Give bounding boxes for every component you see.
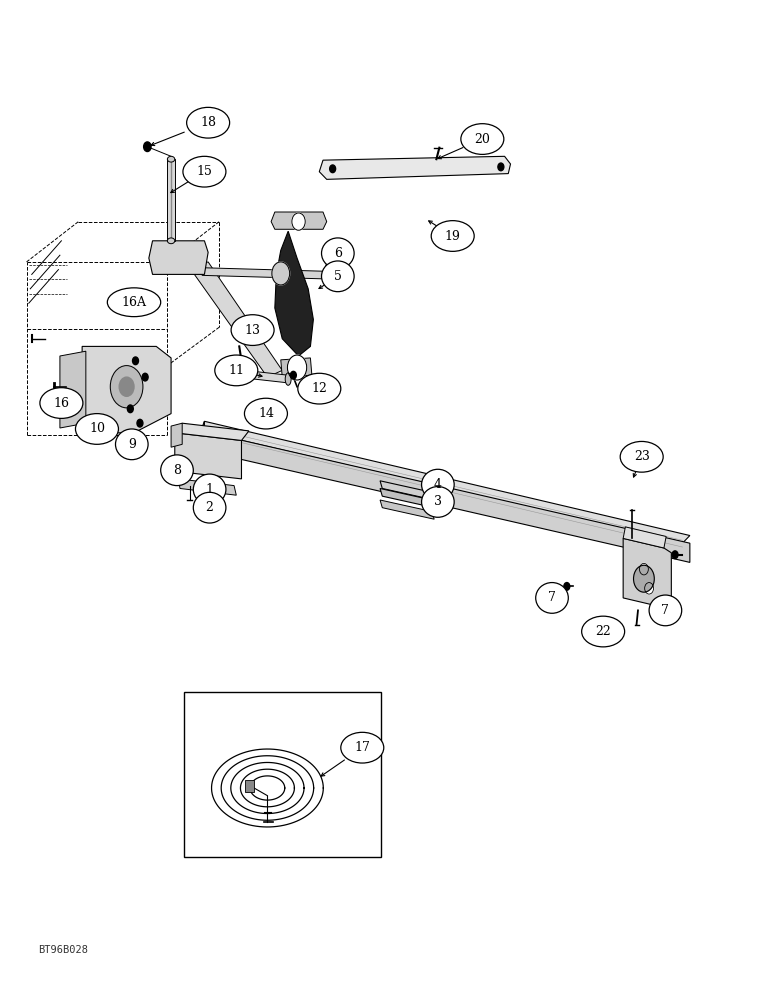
Circle shape [137, 419, 143, 427]
Circle shape [110, 366, 143, 408]
Ellipse shape [245, 398, 287, 429]
Circle shape [645, 583, 654, 594]
Ellipse shape [107, 288, 161, 317]
Ellipse shape [183, 156, 226, 187]
Ellipse shape [321, 261, 354, 292]
Polygon shape [171, 423, 182, 447]
Ellipse shape [116, 429, 148, 460]
Ellipse shape [298, 373, 340, 404]
Ellipse shape [461, 124, 504, 154]
Ellipse shape [193, 474, 226, 505]
Circle shape [290, 371, 296, 379]
Polygon shape [623, 527, 666, 548]
Circle shape [330, 165, 336, 173]
Ellipse shape [168, 156, 174, 162]
Text: 13: 13 [245, 324, 261, 337]
Text: 2: 2 [205, 501, 214, 514]
Ellipse shape [215, 355, 258, 386]
Polygon shape [380, 481, 434, 500]
Text: 17: 17 [354, 741, 371, 754]
Polygon shape [149, 241, 208, 274]
Text: 5: 5 [334, 270, 342, 283]
Ellipse shape [432, 221, 474, 251]
Ellipse shape [187, 107, 229, 138]
Ellipse shape [340, 732, 384, 763]
Text: 1: 1 [205, 483, 214, 496]
Circle shape [639, 563, 648, 575]
Circle shape [144, 142, 151, 152]
Polygon shape [275, 231, 313, 356]
Circle shape [272, 262, 290, 285]
Text: 22: 22 [595, 625, 611, 638]
Ellipse shape [620, 441, 663, 472]
Text: 6: 6 [334, 247, 342, 260]
Circle shape [127, 405, 134, 413]
Circle shape [142, 373, 148, 381]
Text: 7: 7 [548, 591, 556, 604]
Ellipse shape [231, 315, 274, 345]
Text: 9: 9 [128, 438, 136, 451]
Text: BT96B028: BT96B028 [38, 945, 88, 955]
Polygon shape [178, 479, 236, 495]
Polygon shape [380, 488, 434, 508]
Text: 14: 14 [258, 407, 274, 420]
Text: 20: 20 [475, 133, 490, 146]
Ellipse shape [422, 487, 454, 517]
Ellipse shape [193, 492, 226, 523]
Polygon shape [380, 500, 434, 519]
Polygon shape [201, 268, 336, 279]
Polygon shape [320, 156, 510, 179]
Text: 19: 19 [445, 230, 461, 242]
Polygon shape [281, 358, 312, 377]
Text: 16A: 16A [121, 296, 147, 309]
Ellipse shape [168, 238, 174, 244]
Circle shape [498, 163, 504, 171]
Polygon shape [245, 370, 288, 383]
Ellipse shape [161, 455, 193, 486]
Text: 4: 4 [434, 478, 442, 491]
Text: 11: 11 [229, 364, 244, 377]
Text: 16: 16 [53, 397, 69, 410]
Circle shape [287, 355, 306, 380]
Polygon shape [60, 351, 86, 428]
Text: 15: 15 [197, 165, 212, 178]
Ellipse shape [285, 373, 291, 385]
Ellipse shape [581, 616, 625, 647]
Text: 8: 8 [173, 464, 181, 477]
Ellipse shape [242, 371, 248, 383]
Circle shape [292, 213, 305, 230]
Polygon shape [245, 780, 254, 792]
Polygon shape [201, 421, 690, 543]
Ellipse shape [422, 469, 454, 500]
Text: 3: 3 [434, 495, 442, 508]
Polygon shape [82, 346, 171, 433]
Ellipse shape [649, 595, 682, 626]
Circle shape [672, 551, 678, 559]
Ellipse shape [76, 414, 118, 444]
Polygon shape [190, 262, 283, 377]
Polygon shape [168, 159, 174, 241]
Text: 10: 10 [89, 422, 105, 435]
Circle shape [133, 357, 138, 365]
Text: 18: 18 [200, 116, 216, 129]
FancyBboxPatch shape [185, 692, 381, 857]
Polygon shape [271, 212, 327, 229]
Polygon shape [174, 423, 249, 440]
Ellipse shape [321, 238, 354, 269]
Text: 23: 23 [634, 450, 649, 463]
Polygon shape [201, 431, 690, 562]
Polygon shape [623, 538, 672, 608]
Text: 7: 7 [662, 604, 669, 617]
Polygon shape [174, 433, 242, 479]
Text: 12: 12 [311, 382, 327, 395]
Circle shape [564, 583, 570, 590]
Circle shape [119, 377, 134, 396]
Ellipse shape [40, 388, 83, 418]
Circle shape [634, 565, 655, 592]
Polygon shape [201, 421, 205, 450]
Ellipse shape [536, 583, 568, 613]
